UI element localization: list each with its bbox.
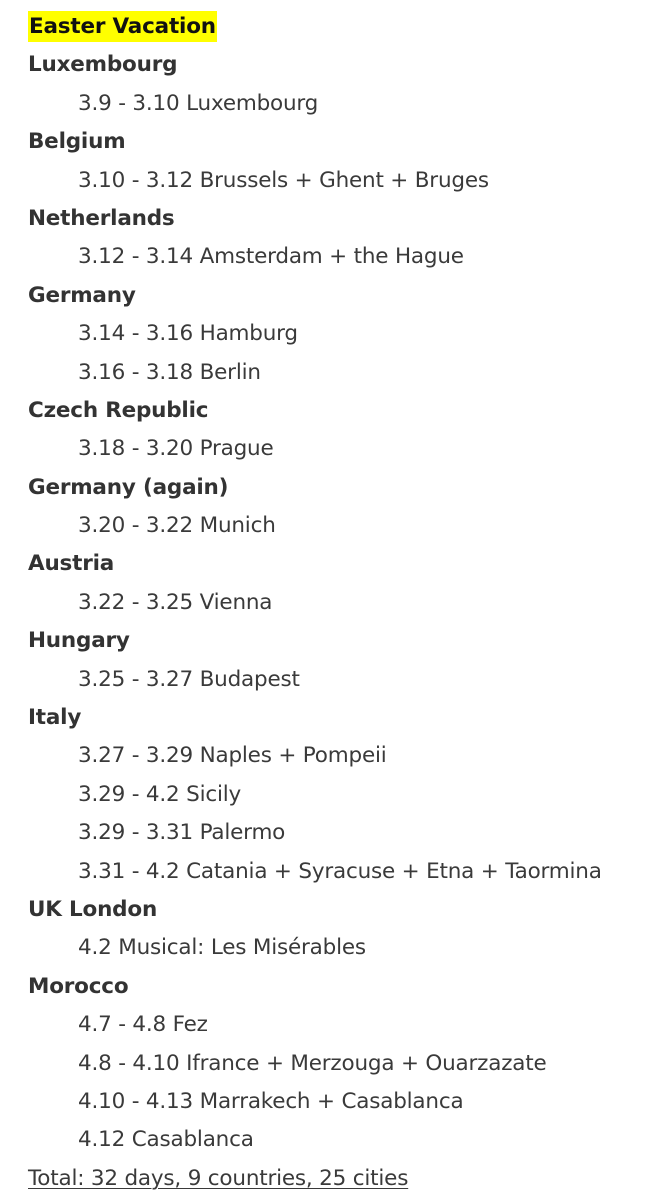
country-heading: Austria (28, 551, 115, 577)
total-summary[interactable]: Total: 32 days, 9 countries, 25 cities (0, 1160, 667, 1198)
country-heading: UK London (28, 896, 158, 922)
country-heading: Czech Republic (28, 397, 209, 423)
itinerary-entry: 3.27 - 3.29 Naples + Pompeii (78, 743, 387, 769)
itinerary-entry: 3.12 - 3.14 Amsterdam + the Hague (78, 244, 464, 270)
itinerary-entry: 3.9 - 3.10 Luxembourg (78, 90, 319, 116)
country-heading: Luxembourg (28, 52, 178, 78)
itinerary-entry: 3.20 - 3.22 Munich (78, 513, 276, 539)
itinerary-title: Easter Vacation (0, 8, 667, 46)
itinerary-entry: 3.14 - 3.16 Hamburg (78, 321, 298, 347)
itinerary-entry: 3.29 - 3.31 Palermo (78, 820, 286, 846)
country-heading: Germany (28, 282, 136, 308)
itinerary-entry: 4.8 - 4.10 Ifrance + Merzouga + Ouarzaza… (78, 1050, 547, 1076)
itinerary-list: Luxembourg 3.9 - 3.10 Luxembourg Belgium 3.… (0, 46, 667, 1159)
itinerary-entry: 3.29 - 4.2 Sicily (78, 781, 242, 807)
itinerary-entry: 3.18 - 3.20 Prague (78, 436, 274, 462)
itinerary-entry: 3.31 - 4.2 Catania + Syracuse + Etna + T… (78, 858, 602, 884)
itinerary-entry: 4.10 - 4.13 Marrakech + Casablanca (78, 1088, 464, 1114)
country-heading: Belgium (28, 129, 126, 155)
country-heading: Italy (28, 705, 82, 731)
country-heading: Morocco (28, 973, 129, 999)
itinerary-entry: 4.2 Musical: Les Misérables (78, 935, 366, 961)
itinerary-entry: 3.16 - 3.18 Berlin (78, 359, 261, 385)
itinerary-entry: 3.22 - 3.25 Vienna (78, 589, 273, 615)
total-link[interactable]: Total: 32 days, 9 countries, 25 cities (28, 1165, 409, 1191)
country-heading: Germany (again) (28, 474, 229, 500)
itinerary-entry: 4.7 - 4.8 Fez (78, 1012, 208, 1038)
itinerary-entry: 4.12 Casablanca (78, 1127, 254, 1153)
country-heading: Hungary (28, 628, 130, 654)
itinerary-entry: 3.25 - 3.27 Budapest (78, 666, 300, 692)
itinerary-entry: 3.10 - 3.12 Brussels + Ghent + Bruges (78, 167, 489, 193)
country-heading: Netherlands (28, 205, 175, 231)
highlighted-title: Easter Vacation (28, 11, 217, 42)
